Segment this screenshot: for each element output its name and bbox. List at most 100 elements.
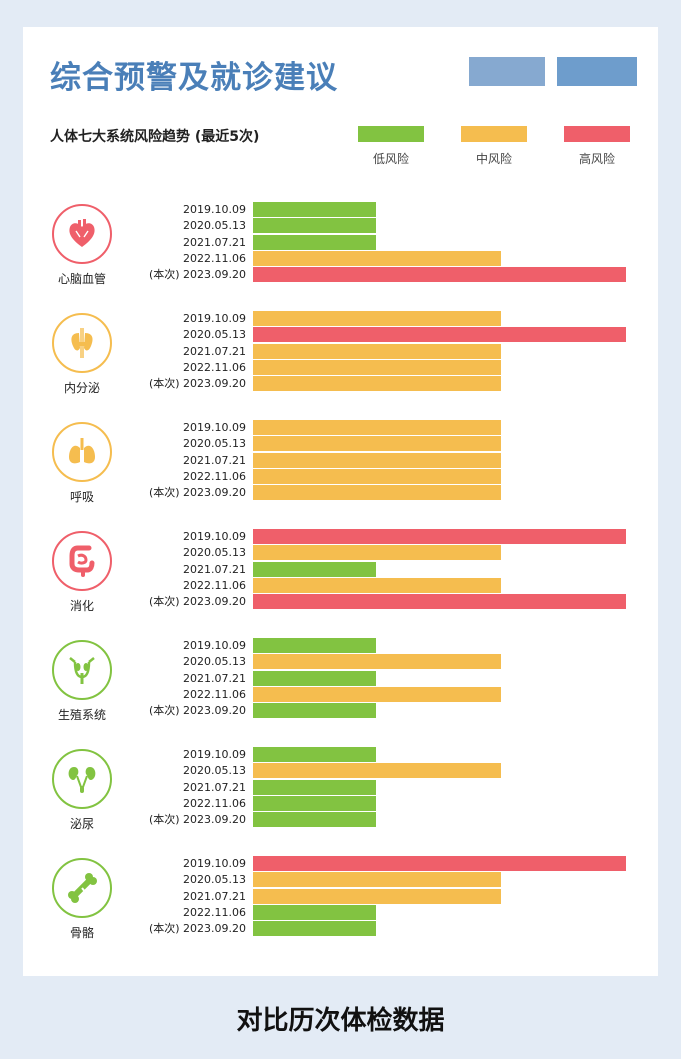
date-tick-label: 2020.05.13 [183, 873, 246, 887]
risk-bar [253, 638, 376, 653]
date-tick-label: 2020.05.13 [183, 546, 246, 560]
date-tick-label: 2022.11.06 [183, 905, 246, 919]
system-icon-ring [52, 204, 112, 264]
risk-bar [253, 234, 376, 250]
date-tick-label: 2019.10.09 [183, 203, 246, 216]
date-tick-label: 2019.10.09 [183, 639, 246, 652]
system-label: 生殖系统 [57, 708, 106, 722]
risk-bar [253, 577, 501, 593]
date-tick-label: 2021.07.21 [183, 780, 246, 794]
risk-bar [253, 343, 501, 359]
date-tick-label: 2022.11.06 [183, 796, 246, 810]
risk-bar [253, 594, 626, 610]
legend-label-high: 高风险 [578, 152, 615, 166]
kidney-icon [65, 762, 99, 796]
risk-bar [253, 218, 376, 234]
risk-bar [253, 420, 501, 435]
date-tick-label: (本次) 2023.09.20 [148, 377, 246, 391]
risk-bar [253, 267, 626, 283]
date-tick-label: 2021.07.21 [183, 671, 246, 685]
risk-bar [253, 327, 626, 343]
date-tick-label: (本次) 2023.09.20 [148, 704, 246, 718]
thyroid-icon [65, 326, 99, 360]
risk-bar [253, 795, 376, 811]
risk-bar [253, 888, 501, 904]
legend-label-low: 低风险 [372, 152, 409, 166]
legend-swatch-mid [461, 126, 527, 142]
legend-swatch-high [564, 126, 630, 142]
system-icon-ring [52, 640, 112, 700]
date-tick-label: 2019.10.09 [183, 857, 246, 870]
risk-bar [253, 654, 501, 670]
risk-bar [253, 856, 626, 871]
page-title: 综合预警及就诊建议 [50, 60, 338, 96]
risk-bar [253, 670, 376, 686]
legend-low: 低风险 [358, 126, 428, 167]
lungs-icon [65, 435, 99, 469]
risk-bar [253, 872, 501, 888]
risk-bar [253, 747, 376, 762]
date-tick-label: 2021.07.21 [183, 453, 246, 467]
risk-bar [253, 311, 501, 326]
risk-bar [253, 468, 501, 484]
date-tick-label: 2022.11.06 [183, 469, 246, 483]
date-tick-label: 2021.07.21 [183, 235, 246, 249]
risk-bar [253, 376, 501, 392]
risk-bar [253, 529, 626, 544]
risk-bar [253, 921, 376, 937]
date-tick-label: 2022.11.06 [183, 251, 246, 265]
system-icon-ring [52, 858, 112, 918]
risk-bar [253, 703, 376, 719]
risk-bar [253, 686, 501, 702]
date-tick-label: 2020.05.13 [183, 655, 246, 669]
date-tick-label: 2019.10.09 [183, 530, 246, 543]
legend-high: 高风险 [564, 126, 634, 167]
date-tick-label: 2019.10.09 [183, 748, 246, 761]
risk-bar [253, 359, 501, 375]
date-tick-label: (本次) 2023.09.20 [148, 922, 246, 936]
heart-icon [65, 217, 99, 251]
date-tick-label: (本次) 2023.09.20 [148, 813, 246, 827]
risk-bar [253, 545, 501, 561]
date-tick-label: 2021.07.21 [183, 889, 246, 903]
header-button-1[interactable] [469, 57, 545, 86]
system-icon-ring [52, 749, 112, 809]
date-tick-label: 2022.11.06 [183, 578, 246, 592]
risk-bar [253, 904, 376, 920]
bone-icon [65, 871, 99, 905]
risk-bar [253, 202, 376, 217]
system-label: 心脑血管 [57, 272, 106, 286]
risk-bar [253, 452, 501, 468]
risk-bar [253, 561, 376, 577]
risk-bar [253, 812, 376, 828]
system-label: 内分泌 [63, 381, 100, 395]
date-tick-label: 2020.05.13 [183, 764, 246, 778]
date-tick-label: (本次) 2023.09.20 [148, 486, 246, 500]
chart-title: 人体七大系统风险趋势 (最近5次) [50, 129, 260, 145]
date-tick-label: 2019.10.09 [183, 312, 246, 325]
system-icon-ring [52, 531, 112, 591]
date-tick-label: 2021.07.21 [183, 344, 246, 358]
system-label: 骨骼 [69, 926, 94, 940]
date-tick-label: 2022.11.06 [183, 687, 246, 701]
risk-bar [253, 250, 501, 266]
system-label: 泌尿 [69, 817, 94, 831]
legend-swatch-low [358, 126, 424, 142]
reproductive-icon [65, 653, 99, 687]
date-tick-label: 2021.07.21 [183, 562, 246, 576]
system-label: 消化 [69, 599, 94, 613]
legend-mid: 中风险 [461, 126, 531, 167]
footer-caption: 对比历次体检数据 [236, 1006, 445, 1036]
system-label: 呼吸 [69, 490, 94, 504]
date-tick-label: 2020.05.13 [183, 437, 246, 451]
date-tick-label: 2020.05.13 [183, 219, 246, 233]
system-icon-ring [52, 313, 112, 373]
header-button-2[interactable] [557, 57, 637, 86]
intestine-icon [65, 544, 99, 578]
date-tick-label: 2022.11.06 [183, 360, 246, 374]
date-tick-label: (本次) 2023.09.20 [148, 595, 246, 609]
risk-bar [253, 779, 376, 795]
legend-label-mid: 中风险 [475, 152, 512, 166]
date-tick-label: 2019.10.09 [183, 421, 246, 434]
risk-bar [253, 485, 501, 501]
